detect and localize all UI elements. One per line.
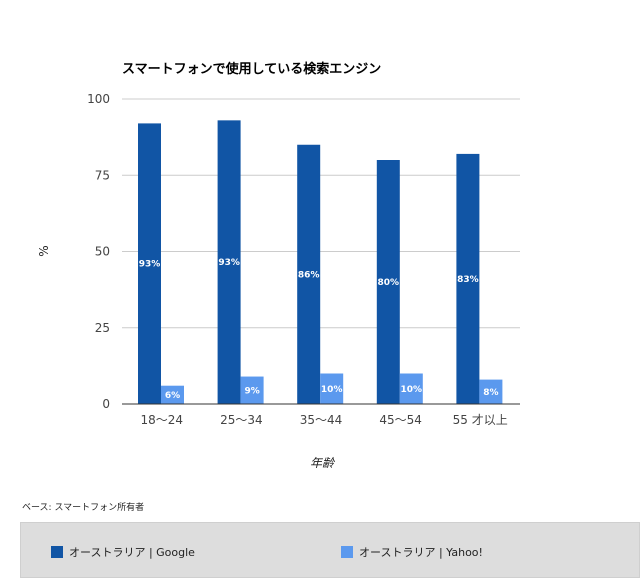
bar-labels: 93% 6% 93% 9% 86% 10% 80% 10% 83% 8% [139,258,499,401]
bar-data-label: 93% [218,258,240,268]
bar-data-label: 86% [298,270,320,280]
bar-yahoo-0[interactable] [161,385,184,404]
y-tick-label: 0 [102,397,110,411]
bar-yahoo-4[interactable] [479,379,503,404]
bar-data-label: 83% [457,275,479,285]
x-tick-label: 35～44 [300,413,343,427]
bar-data-label: 10% [401,385,423,395]
y-axis-label: % [37,245,51,256]
y-tick-label: 50 [95,245,110,259]
bar-google-0[interactable] [138,123,161,405]
gridlines [122,98,520,329]
y-tick-label: 75 [95,168,110,182]
bar-data-label: 10% [321,385,343,395]
x-axis-label: 年齢 [310,456,336,470]
bar-data-label: 8% [483,388,498,398]
x-axis-ticks: 18～24 25～34 35～44 45～54 55 才以上 [141,413,508,427]
x-tick-label: 18～24 [141,413,184,427]
bar-data-label: 93% [139,260,161,270]
legend-label-google: オーストラリア | Google [69,546,195,559]
bar-data-label: 6% [165,391,180,401]
legend-swatch-google [51,546,63,558]
legend-label-yahoo: オーストラリア | Yahoo! [359,546,483,559]
legend-item-google[interactable]: オーストラリア | Google [51,544,195,560]
bar-data-label: 9% [244,386,259,396]
bar-google-4[interactable] [456,153,480,404]
bar-yahoo-3[interactable] [399,373,423,405]
x-tick-label: 45～54 [379,413,422,427]
x-tick-label: 55 才以上 [453,413,508,427]
y-tick-label: 100 [87,92,110,106]
y-axis-ticks: 0 25 50 75 100 [87,92,110,411]
legend-swatch-yahoo [341,546,353,558]
bar-yahoo-1[interactable] [240,376,264,404]
x-tick-label: 25～34 [220,413,263,427]
footnote: ベース: スマートフォン所有者 [22,503,145,513]
legend-item-yahoo[interactable]: オーストラリア | Yahoo! [341,544,483,560]
bar-data-label: 80% [378,278,400,288]
y-tick-label: 25 [95,321,110,335]
bars [138,120,503,405]
chart-title: スマートフォンで使用している検索エンジン [122,61,381,77]
bar-yahoo-2[interactable] [320,373,344,405]
legend: オーストラリア | Google オーストラリア | Yahoo! [20,522,640,578]
bar-google-3[interactable] [376,160,400,404]
bar-google-1[interactable] [217,120,241,404]
bar-google-2[interactable] [297,144,321,404]
